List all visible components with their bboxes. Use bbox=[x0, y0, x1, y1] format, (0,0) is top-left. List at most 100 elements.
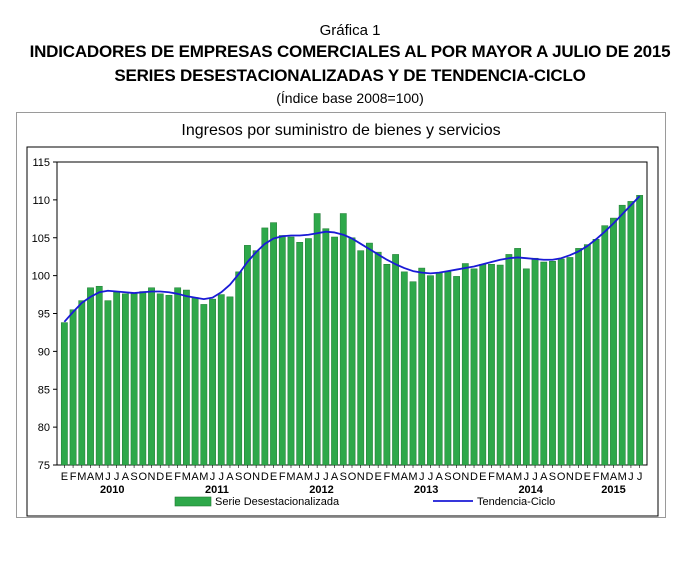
bar bbox=[549, 260, 556, 466]
year-label: 2012 bbox=[309, 484, 333, 496]
x-tick-label: O bbox=[452, 471, 461, 483]
bar bbox=[531, 257, 539, 466]
x-tick-label: M bbox=[600, 471, 609, 483]
x-tick-label: A bbox=[401, 471, 409, 483]
bar bbox=[235, 271, 243, 466]
bar bbox=[575, 248, 583, 466]
x-tick-label: A bbox=[226, 471, 234, 483]
bar bbox=[95, 285, 103, 466]
bar bbox=[313, 213, 321, 466]
bar bbox=[78, 300, 86, 466]
y-tick-label: 100 bbox=[32, 271, 50, 283]
bar bbox=[566, 257, 574, 466]
legend-label-bars: Serie Desestacionalizada bbox=[215, 496, 340, 508]
bar bbox=[618, 204, 626, 466]
x-tick-label: M bbox=[95, 471, 104, 483]
bar bbox=[331, 236, 338, 466]
bar bbox=[540, 261, 548, 466]
bar-series bbox=[60, 195, 644, 466]
bar bbox=[261, 227, 269, 466]
x-tick-label: D bbox=[575, 471, 583, 483]
x-tick-label: D bbox=[261, 471, 269, 483]
x-tick-label: F bbox=[279, 471, 286, 483]
x-tick-label: O bbox=[243, 471, 252, 483]
bar bbox=[444, 271, 452, 466]
x-tick-label: S bbox=[444, 471, 451, 483]
bar bbox=[470, 268, 478, 466]
x-tick-label: A bbox=[540, 471, 548, 483]
figure-title: INDICADORES DE EMPRESAS COMERCIALES AL P… bbox=[29, 42, 671, 61]
x-tick-label: J bbox=[628, 471, 634, 483]
bar bbox=[627, 201, 635, 466]
bar bbox=[87, 287, 94, 466]
x-tick-label: J bbox=[524, 471, 530, 483]
bar bbox=[453, 276, 460, 466]
bar bbox=[130, 293, 138, 466]
y-tick-label: 110 bbox=[32, 195, 50, 207]
year-label: 2013 bbox=[414, 484, 438, 496]
trend-series bbox=[63, 195, 641, 323]
x-tick-label: F bbox=[70, 471, 77, 483]
bar bbox=[296, 242, 304, 466]
bar bbox=[174, 287, 182, 466]
year-label: 2011 bbox=[205, 484, 229, 496]
bar bbox=[479, 264, 487, 466]
bar bbox=[505, 254, 513, 466]
bar bbox=[409, 281, 417, 466]
bar bbox=[305, 238, 312, 466]
bar bbox=[392, 254, 399, 466]
bar bbox=[156, 293, 164, 466]
x-tick-label: J bbox=[219, 471, 225, 483]
x-tick-label: A bbox=[435, 471, 443, 483]
x-tick-label: A bbox=[505, 471, 513, 483]
bar bbox=[427, 275, 434, 466]
bar bbox=[104, 300, 112, 466]
chart-frame: Ingresos por suministro de bienes y serv… bbox=[16, 112, 666, 518]
x-tick-label: M bbox=[77, 471, 86, 483]
x-tick-label: F bbox=[593, 471, 600, 483]
bar bbox=[165, 295, 173, 466]
y-tick-label: 105 bbox=[32, 233, 50, 245]
figure-label: Gráfica 1 bbox=[319, 22, 381, 39]
x-tick-label: O bbox=[348, 471, 357, 483]
bar bbox=[488, 264, 495, 466]
y-axis: 75 80 85 90 95 100 105 110 115 bbox=[32, 157, 57, 472]
x-tick-label: N bbox=[252, 471, 260, 483]
year-label: 2014 bbox=[518, 484, 543, 496]
x-tick-label: A bbox=[122, 471, 130, 483]
x-tick-label: M bbox=[391, 471, 400, 483]
bar bbox=[287, 236, 295, 466]
bar bbox=[217, 294, 225, 466]
bar bbox=[522, 268, 530, 466]
x-tick-label: A bbox=[296, 471, 304, 483]
bar bbox=[244, 245, 251, 466]
bar bbox=[339, 213, 347, 466]
bar bbox=[610, 217, 617, 466]
bar bbox=[400, 271, 408, 466]
bar bbox=[183, 289, 190, 466]
legend: Serie Desestacionalizada Tendencia-Ciclo bbox=[174, 496, 555, 508]
x-tick-label: M bbox=[286, 471, 295, 483]
x-tick-label: D bbox=[365, 471, 373, 483]
bar bbox=[418, 267, 426, 466]
bar bbox=[200, 304, 208, 466]
y-tick-label: 90 bbox=[38, 346, 50, 358]
chart-title: Ingresos por suministro de bienes y serv… bbox=[181, 122, 501, 139]
year-label: 2010 bbox=[100, 484, 124, 496]
x-tick-label: J bbox=[637, 471, 643, 483]
x-tick-label: A bbox=[191, 471, 199, 483]
bar bbox=[148, 287, 155, 466]
x-tick-label: J bbox=[314, 471, 320, 483]
x-tick-label: M bbox=[199, 471, 208, 483]
bar bbox=[461, 263, 469, 466]
x-tick-label: J bbox=[105, 471, 111, 483]
bar bbox=[139, 291, 147, 466]
bar bbox=[636, 195, 644, 466]
y-tick-label: 115 bbox=[32, 157, 50, 169]
bar bbox=[121, 293, 129, 466]
bar bbox=[583, 244, 591, 466]
trend-line bbox=[63, 195, 641, 323]
x-tick-label: A bbox=[87, 471, 95, 483]
